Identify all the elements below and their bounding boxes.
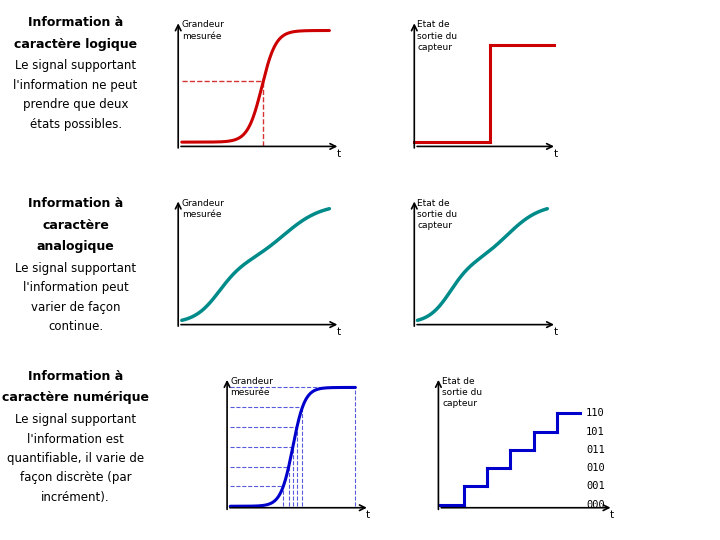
Text: caractère: caractère	[42, 219, 109, 232]
Text: Etat de
sortie du
capteur: Etat de sortie du capteur	[418, 199, 458, 230]
Text: caractère logique: caractère logique	[14, 38, 138, 51]
Text: t: t	[553, 148, 557, 159]
Text: t: t	[366, 510, 370, 520]
Text: l'information peut: l'information peut	[23, 281, 128, 294]
Text: incrément).: incrément).	[41, 491, 110, 504]
Text: Grandeur
mesurée: Grandeur mesurée	[181, 199, 225, 219]
Text: Information à: Information à	[28, 370, 123, 383]
Text: t: t	[336, 327, 341, 337]
Text: Le signal supportant: Le signal supportant	[15, 59, 136, 72]
Text: quantifiable, il varie de: quantifiable, il varie de	[7, 452, 144, 465]
Text: varier de façon: varier de façon	[31, 301, 120, 314]
Text: Information à: Information à	[28, 16, 123, 29]
Text: Etat de
sortie du
capteur: Etat de sortie du capteur	[442, 377, 482, 408]
Text: prendre que deux: prendre que deux	[23, 98, 128, 111]
Text: Grandeur
mesurée: Grandeur mesurée	[181, 21, 225, 40]
Text: caractère numérique: caractère numérique	[2, 392, 149, 404]
Text: Etat de
sortie du
capteur: Etat de sortie du capteur	[418, 21, 458, 52]
Text: Grandeur
mesurée: Grandeur mesurée	[230, 377, 273, 397]
Text: continue.: continue.	[48, 320, 103, 333]
Text: 110: 110	[586, 408, 605, 418]
Text: t: t	[336, 148, 341, 159]
Text: 001: 001	[586, 482, 605, 491]
Text: t: t	[553, 327, 557, 337]
Text: Information à: Information à	[28, 197, 123, 210]
Text: l'information est: l'information est	[27, 433, 124, 446]
Text: 010: 010	[586, 463, 605, 473]
Text: 011: 011	[586, 445, 605, 455]
Text: Le signal supportant: Le signal supportant	[15, 413, 136, 426]
Text: analogique: analogique	[37, 240, 114, 253]
Text: Le signal supportant: Le signal supportant	[15, 262, 136, 275]
Text: t: t	[609, 510, 613, 520]
Text: 000: 000	[586, 500, 605, 510]
Text: l'information ne peut: l'information ne peut	[14, 79, 138, 92]
Text: états possibles.: états possibles.	[30, 118, 122, 131]
Text: 101: 101	[586, 427, 605, 436]
Text: façon discrète (par: façon discrète (par	[19, 471, 132, 484]
